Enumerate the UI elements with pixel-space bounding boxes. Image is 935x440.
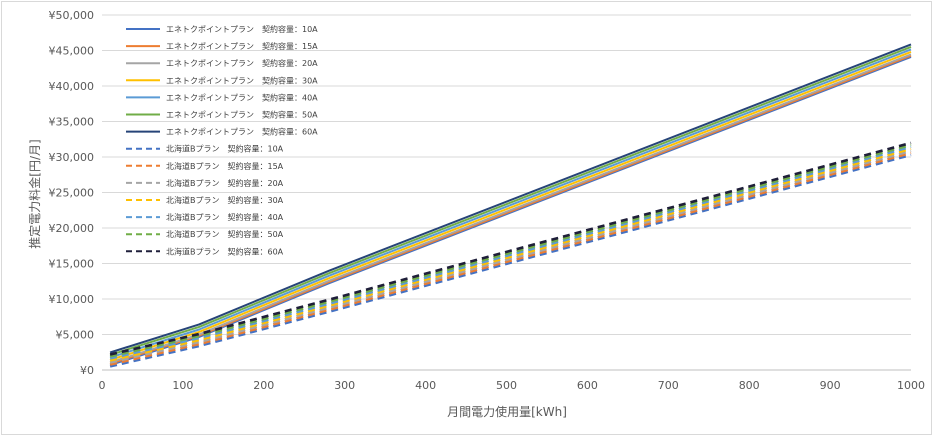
x-tick-label: 800 <box>739 379 760 392</box>
legend-label: エネトクポイントプラン 契約容量：10A <box>166 24 318 34</box>
y-tick-label: ¥40,000 <box>49 80 95 93</box>
x-tick-label: 600 <box>577 379 598 392</box>
y-tick-label: ¥35,000 <box>49 116 95 129</box>
legend-label: 北海道Bプラン 契約容量：30A <box>166 195 284 205</box>
y-tick-label: ¥50,000 <box>49 9 95 22</box>
y-tick-label: ¥45,000 <box>49 45 95 58</box>
x-tick-label: 400 <box>415 379 436 392</box>
legend-label: エネトクポイントプラン 契約容量：15A <box>166 41 318 51</box>
series-line <box>109 48 912 359</box>
series-lines <box>109 43 912 368</box>
x-tick-label: 500 <box>496 379 517 392</box>
series-line <box>109 145 912 360</box>
legend-label: 北海道Bプラン 契約容量：20A <box>166 178 284 188</box>
x-tick-label: 300 <box>334 379 355 392</box>
y-tick-label: ¥0 <box>80 364 94 377</box>
axes: ¥0 ¥5,000 ¥10,000 ¥15,000 ¥20,000 ¥25,000 ¥30,… <box>49 9 926 392</box>
legend-label: エネトクポイントプラン 契約容量：30A <box>166 75 318 85</box>
x-tick-label: 100 <box>172 379 193 392</box>
legend-label: エネトクポイントプラン 契約容量：20A <box>166 58 318 68</box>
legend-label: 北海道Bプラン 契約容量：10A <box>166 144 284 154</box>
y-tick-label: ¥30,000 <box>49 151 95 164</box>
legend-label: エネトクポイントプラン 契約容量：40A <box>166 92 318 102</box>
y-tick-label: ¥10,000 <box>49 293 95 306</box>
series-line <box>109 55 912 366</box>
y-tick-label: ¥20,000 <box>49 222 95 235</box>
legend-label: 北海道Bプラン 契約容量：40A <box>166 212 284 222</box>
x-tick-label: 700 <box>658 379 679 392</box>
x-axis-title: 月間電力使用量[kWh] <box>447 404 567 419</box>
series-line <box>109 147 912 362</box>
x-tick-label: 0 <box>99 379 106 392</box>
x-tick-label: 900 <box>820 379 841 392</box>
gridlines <box>102 14 911 335</box>
series-line <box>109 43 912 354</box>
series-line <box>109 141 912 356</box>
y-tick-label: ¥25,000 <box>49 187 95 200</box>
x-tick-label: 200 <box>253 379 274 392</box>
series-line <box>109 53 912 364</box>
legend-label: 北海道Bプラン 契約容量：50A <box>166 229 284 239</box>
y-axis-title: 推定電力料金[円/月] <box>27 139 42 248</box>
series-line <box>109 151 912 366</box>
x-tick-label: 1000 <box>897 379 925 392</box>
legend: エネトクポイントプラン 契約容量：10A エネトクポイントプラン 契約容量：15A… <box>126 24 318 256</box>
series-line <box>109 50 912 361</box>
y-tick-label: ¥5,000 <box>56 329 95 342</box>
y-tick-label: ¥15,000 <box>49 258 95 271</box>
series-line <box>109 45 912 356</box>
legend-label: エネトクポイントプラン 契約容量：50A <box>166 110 318 120</box>
series-line <box>109 54 912 365</box>
legend-label: 北海道Bプラン 契約容量：15A <box>166 161 284 171</box>
series-line <box>109 143 912 358</box>
legend-label: 北海道Bプラン 契約容量：60A <box>166 246 284 256</box>
series-line <box>109 153 912 368</box>
legend-label: エネトクポイントプラン 契約容量：60A <box>166 127 318 137</box>
series-line <box>109 149 912 364</box>
